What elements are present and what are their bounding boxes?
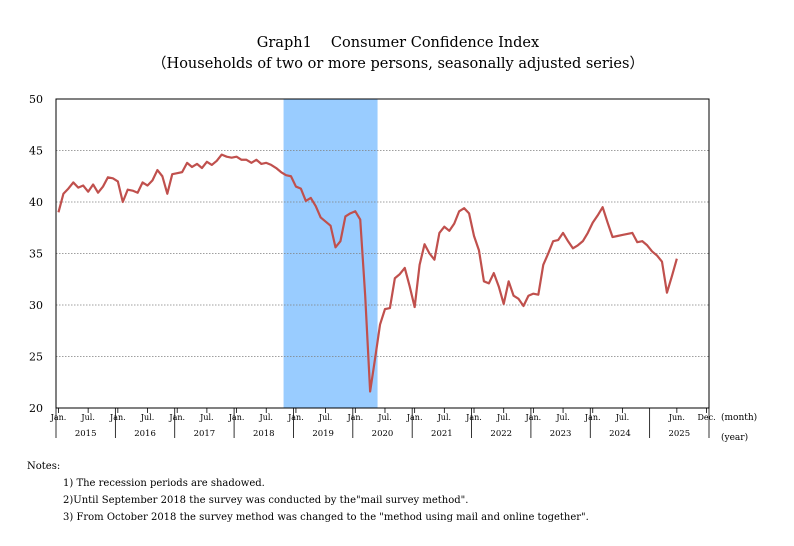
x-month-label: Jan. bbox=[584, 413, 601, 422]
chart-subtitle: （Households of two or more persons, seas… bbox=[152, 55, 644, 72]
x-month-label: Jan. bbox=[287, 413, 304, 422]
note-3: 3) From October 2018 the survey method w… bbox=[63, 512, 589, 523]
x-month-label: Jul. bbox=[318, 413, 332, 422]
plot-frame bbox=[55, 98, 710, 409]
note-2: 2)Until September 2018 the survey was co… bbox=[63, 495, 469, 506]
x-unit-year: (year) bbox=[721, 432, 748, 443]
x-year-label: 2021 bbox=[431, 429, 453, 439]
x-month-label: Jul. bbox=[140, 413, 154, 422]
notes-heading: Notes: bbox=[27, 461, 61, 472]
x-month-label: Jul. bbox=[555, 413, 569, 422]
series-line-consumer-confidence bbox=[57, 153, 678, 393]
x-month-label: Jul. bbox=[437, 413, 451, 422]
x-year-label: 2022 bbox=[490, 429, 512, 439]
notes-block: Notes: 1) The recession periods are shad… bbox=[27, 458, 589, 526]
x-month-label: Jan. bbox=[109, 413, 126, 422]
x-year-label: 2025 bbox=[668, 429, 690, 439]
x-month-label: Jun. bbox=[668, 413, 685, 422]
x-month-label: Jul. bbox=[377, 413, 391, 422]
x-month-label: Dec. bbox=[697, 413, 715, 422]
x-month-label: Jan. bbox=[168, 413, 185, 422]
x-month-label: Jan. bbox=[50, 413, 67, 422]
x-year-label: 2020 bbox=[372, 429, 394, 439]
y-tick-label: 45 bbox=[29, 145, 43, 158]
y-tick-label: 35 bbox=[29, 248, 43, 261]
y-tick-label: 25 bbox=[29, 351, 43, 364]
x-month-label: Jan. bbox=[525, 413, 542, 422]
x-month-label: Jul. bbox=[80, 413, 94, 422]
x-month-label: Jul. bbox=[259, 413, 273, 422]
y-tick-label: 40 bbox=[29, 196, 43, 209]
x-month-label: Jan. bbox=[465, 413, 482, 422]
x-month-label: Jul. bbox=[199, 413, 213, 422]
x-month-label: Jan. bbox=[346, 413, 363, 422]
x-month-label: Jan. bbox=[228, 413, 245, 422]
x-year-label: 2023 bbox=[550, 429, 572, 439]
y-tick-label: 50 bbox=[29, 93, 43, 106]
x-unit-month: (month) bbox=[721, 412, 757, 423]
x-year-label: 2016 bbox=[134, 429, 156, 439]
x-month-label: Jul. bbox=[615, 413, 629, 422]
x-year-label: 2019 bbox=[312, 429, 334, 439]
y-tick-label: 20 bbox=[29, 402, 43, 415]
chart-title: Graph1 Consumer Confidence Index bbox=[257, 35, 539, 51]
x-year-label: 2015 bbox=[75, 429, 97, 439]
note-1: 1) The recession periods are shadowed. bbox=[63, 478, 265, 489]
x-month-label: Jan. bbox=[406, 413, 423, 422]
x-year-label: 2018 bbox=[253, 429, 275, 439]
x-month-label: Jul. bbox=[496, 413, 510, 422]
x-year-label: 2017 bbox=[194, 429, 216, 439]
x-year-label: 2024 bbox=[609, 429, 631, 439]
y-tick-label: 30 bbox=[29, 299, 43, 312]
